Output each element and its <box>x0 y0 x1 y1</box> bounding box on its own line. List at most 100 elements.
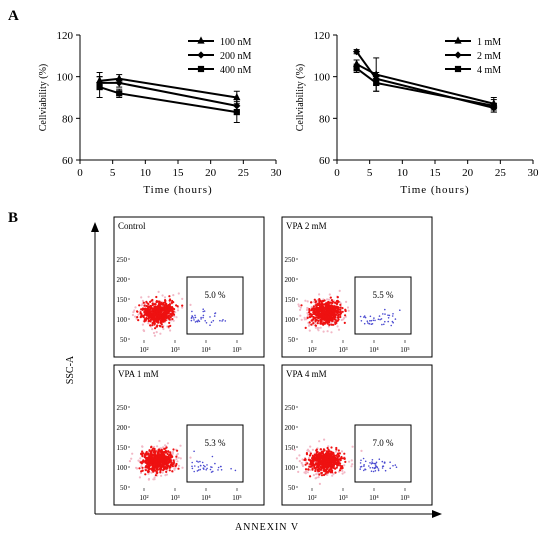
flow-event-dot <box>301 463 304 466</box>
flow-apoptotic-dot <box>202 316 204 319</box>
flow-event-dot <box>320 462 323 465</box>
flow-event-dot <box>331 464 334 467</box>
flow-apoptotic-dot <box>199 460 201 463</box>
flow-apoptotic-dot <box>371 323 374 325</box>
flow-event-dot <box>161 303 164 306</box>
left-chart-data-point <box>115 79 123 87</box>
panel-label-a: A <box>8 8 19 24</box>
flow-panel-2: VPA 2 mM 50 100 150 200 250 10² 10³ 10⁴ 10⁵ 5.5 % <box>281 216 433 358</box>
flow-event-dot <box>156 324 159 327</box>
flow-event-dot <box>141 469 144 472</box>
flow-apoptotic-dot <box>381 465 384 468</box>
flow-event-dot <box>145 450 148 454</box>
flow-event-dot <box>136 310 139 313</box>
flow-event-dot <box>329 296 332 299</box>
flow-event-dot <box>163 463 166 466</box>
flow-apoptotic-dot <box>374 464 377 466</box>
flow-apoptotic-dot <box>363 464 365 466</box>
flow-event-dot <box>309 475 312 478</box>
flow-event-dot <box>335 448 338 451</box>
flow-event-dot <box>300 461 303 465</box>
flow-event-dot <box>325 312 329 315</box>
flow-event-dot <box>160 322 163 325</box>
left-chart-legend-label: 200 nM <box>220 51 252 62</box>
flow-y-tick-label: 150 <box>117 296 128 304</box>
flow-apoptotic-dot <box>371 459 374 461</box>
flow-event-dot <box>172 294 175 297</box>
flow-event-dot <box>140 304 143 307</box>
flow-event-dot <box>322 330 325 333</box>
flow-gate-percent: 5.0 % <box>205 290 227 300</box>
flow-event-dot <box>318 293 321 296</box>
flow-event-dot <box>311 448 314 451</box>
flow-apoptotic-dot <box>367 322 369 324</box>
flow-apoptotic-dot <box>191 465 193 468</box>
flow-panel-label: Control <box>118 221 146 231</box>
flow-event-dot <box>309 468 312 472</box>
flow-apoptotic-dot <box>364 468 366 471</box>
flow-event-dot <box>162 319 165 322</box>
flow-event-dot <box>343 464 346 467</box>
flow-apoptotic-dot <box>211 455 214 458</box>
flow-event-dot <box>304 299 307 302</box>
flow-event-dot <box>319 305 322 308</box>
flow-event-dot <box>151 315 155 318</box>
flow-x-tick-label: 10⁴ <box>369 494 379 502</box>
left-chart-data-point <box>115 74 123 82</box>
flow-event-dot <box>171 465 174 468</box>
flow-event-dot <box>169 309 172 312</box>
flow-event-dot <box>142 452 145 455</box>
flow-event-dot <box>333 301 336 304</box>
flow-event-dot <box>317 309 320 312</box>
flow-event-dot <box>155 295 158 299</box>
flow-apoptotic-dot <box>359 315 362 318</box>
flow-event-dot <box>147 478 150 481</box>
flow-event-dot <box>303 316 306 319</box>
flow-event-dot <box>136 316 139 319</box>
flow-event-dot <box>322 448 325 451</box>
flow-event-dot <box>171 318 174 321</box>
flow-event-dot <box>331 319 334 322</box>
flow-x-tick-label: 10⁴ <box>369 346 379 354</box>
flow-event-dot <box>157 459 160 462</box>
flow-event-dot <box>327 460 330 463</box>
flow-event-dot <box>141 299 144 302</box>
flow-event-dot <box>151 465 154 468</box>
flow-event-dot <box>316 311 319 314</box>
flow-event-dot <box>332 454 336 457</box>
flow-apoptotic-dot <box>196 470 199 472</box>
flow-x-tick-label: 10⁵ <box>400 346 410 354</box>
flow-event-dot <box>170 461 173 464</box>
right-chart-y-tick-label: 80 <box>319 113 331 125</box>
flow-event-dot <box>336 461 339 464</box>
flow-event-dot <box>329 456 332 460</box>
flow-event-dot <box>314 326 317 329</box>
flow-apoptotic-dot <box>364 460 367 463</box>
flow-x-tick-label: 10⁵ <box>232 346 242 354</box>
flow-event-dot <box>329 319 332 322</box>
flow-panel-label: VPA 4 mM <box>286 369 327 379</box>
flow-event-dot <box>171 299 174 303</box>
flow-apoptotic-dot <box>376 466 379 469</box>
flow-apoptotic-dot <box>230 467 232 470</box>
flow-event-dot <box>338 452 341 455</box>
right-chart-legend-marker <box>454 65 462 73</box>
flow-event-dot <box>320 474 324 477</box>
flow-event-dot <box>164 315 167 318</box>
flow-event-dot <box>313 456 316 459</box>
flow-event-dot <box>316 322 319 325</box>
flow-y-tick-label: 200 <box>117 424 128 432</box>
flow-event-dot <box>153 466 156 469</box>
flow-event-dot <box>189 303 192 306</box>
flow-event-dot <box>318 452 322 455</box>
flow-event-dot <box>155 310 158 313</box>
flow-event-dot <box>168 458 171 461</box>
flow-event-dot <box>312 317 316 320</box>
flow-event-dot <box>317 319 320 322</box>
flow-event-dot <box>324 457 327 460</box>
flow-event-dot <box>329 460 332 463</box>
right-chart-x-tick-label: 30 <box>528 167 540 179</box>
flow-event-dot <box>351 445 354 448</box>
flow-apoptotic-dot <box>387 314 389 317</box>
flow-event-dot <box>303 458 306 462</box>
